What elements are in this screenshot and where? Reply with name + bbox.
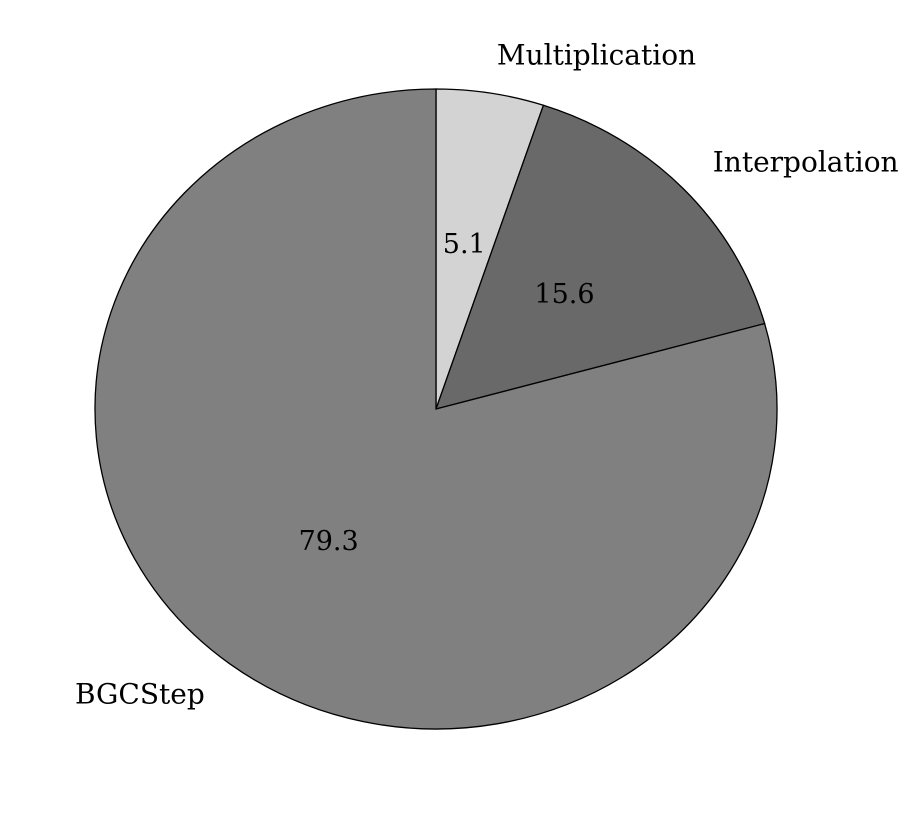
category-label-multiplication: Multiplication	[497, 39, 696, 72]
pie-slice-interpolation	[434, 104, 766, 410]
value-label-bgcstep: 79.3	[299, 526, 359, 557]
value-label-multiplication: 5.1	[443, 229, 486, 260]
category-label-interpolation: Interpolation	[713, 146, 899, 179]
pie-slice-bgcstep	[94, 88, 778, 730]
pie-slices	[94, 88, 778, 730]
pie-labels: 5.1 Multiplication 15.6 Interpolation 79.3 BG…	[75, 39, 899, 711]
category-label-bgcstep: BGCStep	[75, 678, 205, 711]
value-label-interpolation: 15.6	[534, 279, 594, 310]
